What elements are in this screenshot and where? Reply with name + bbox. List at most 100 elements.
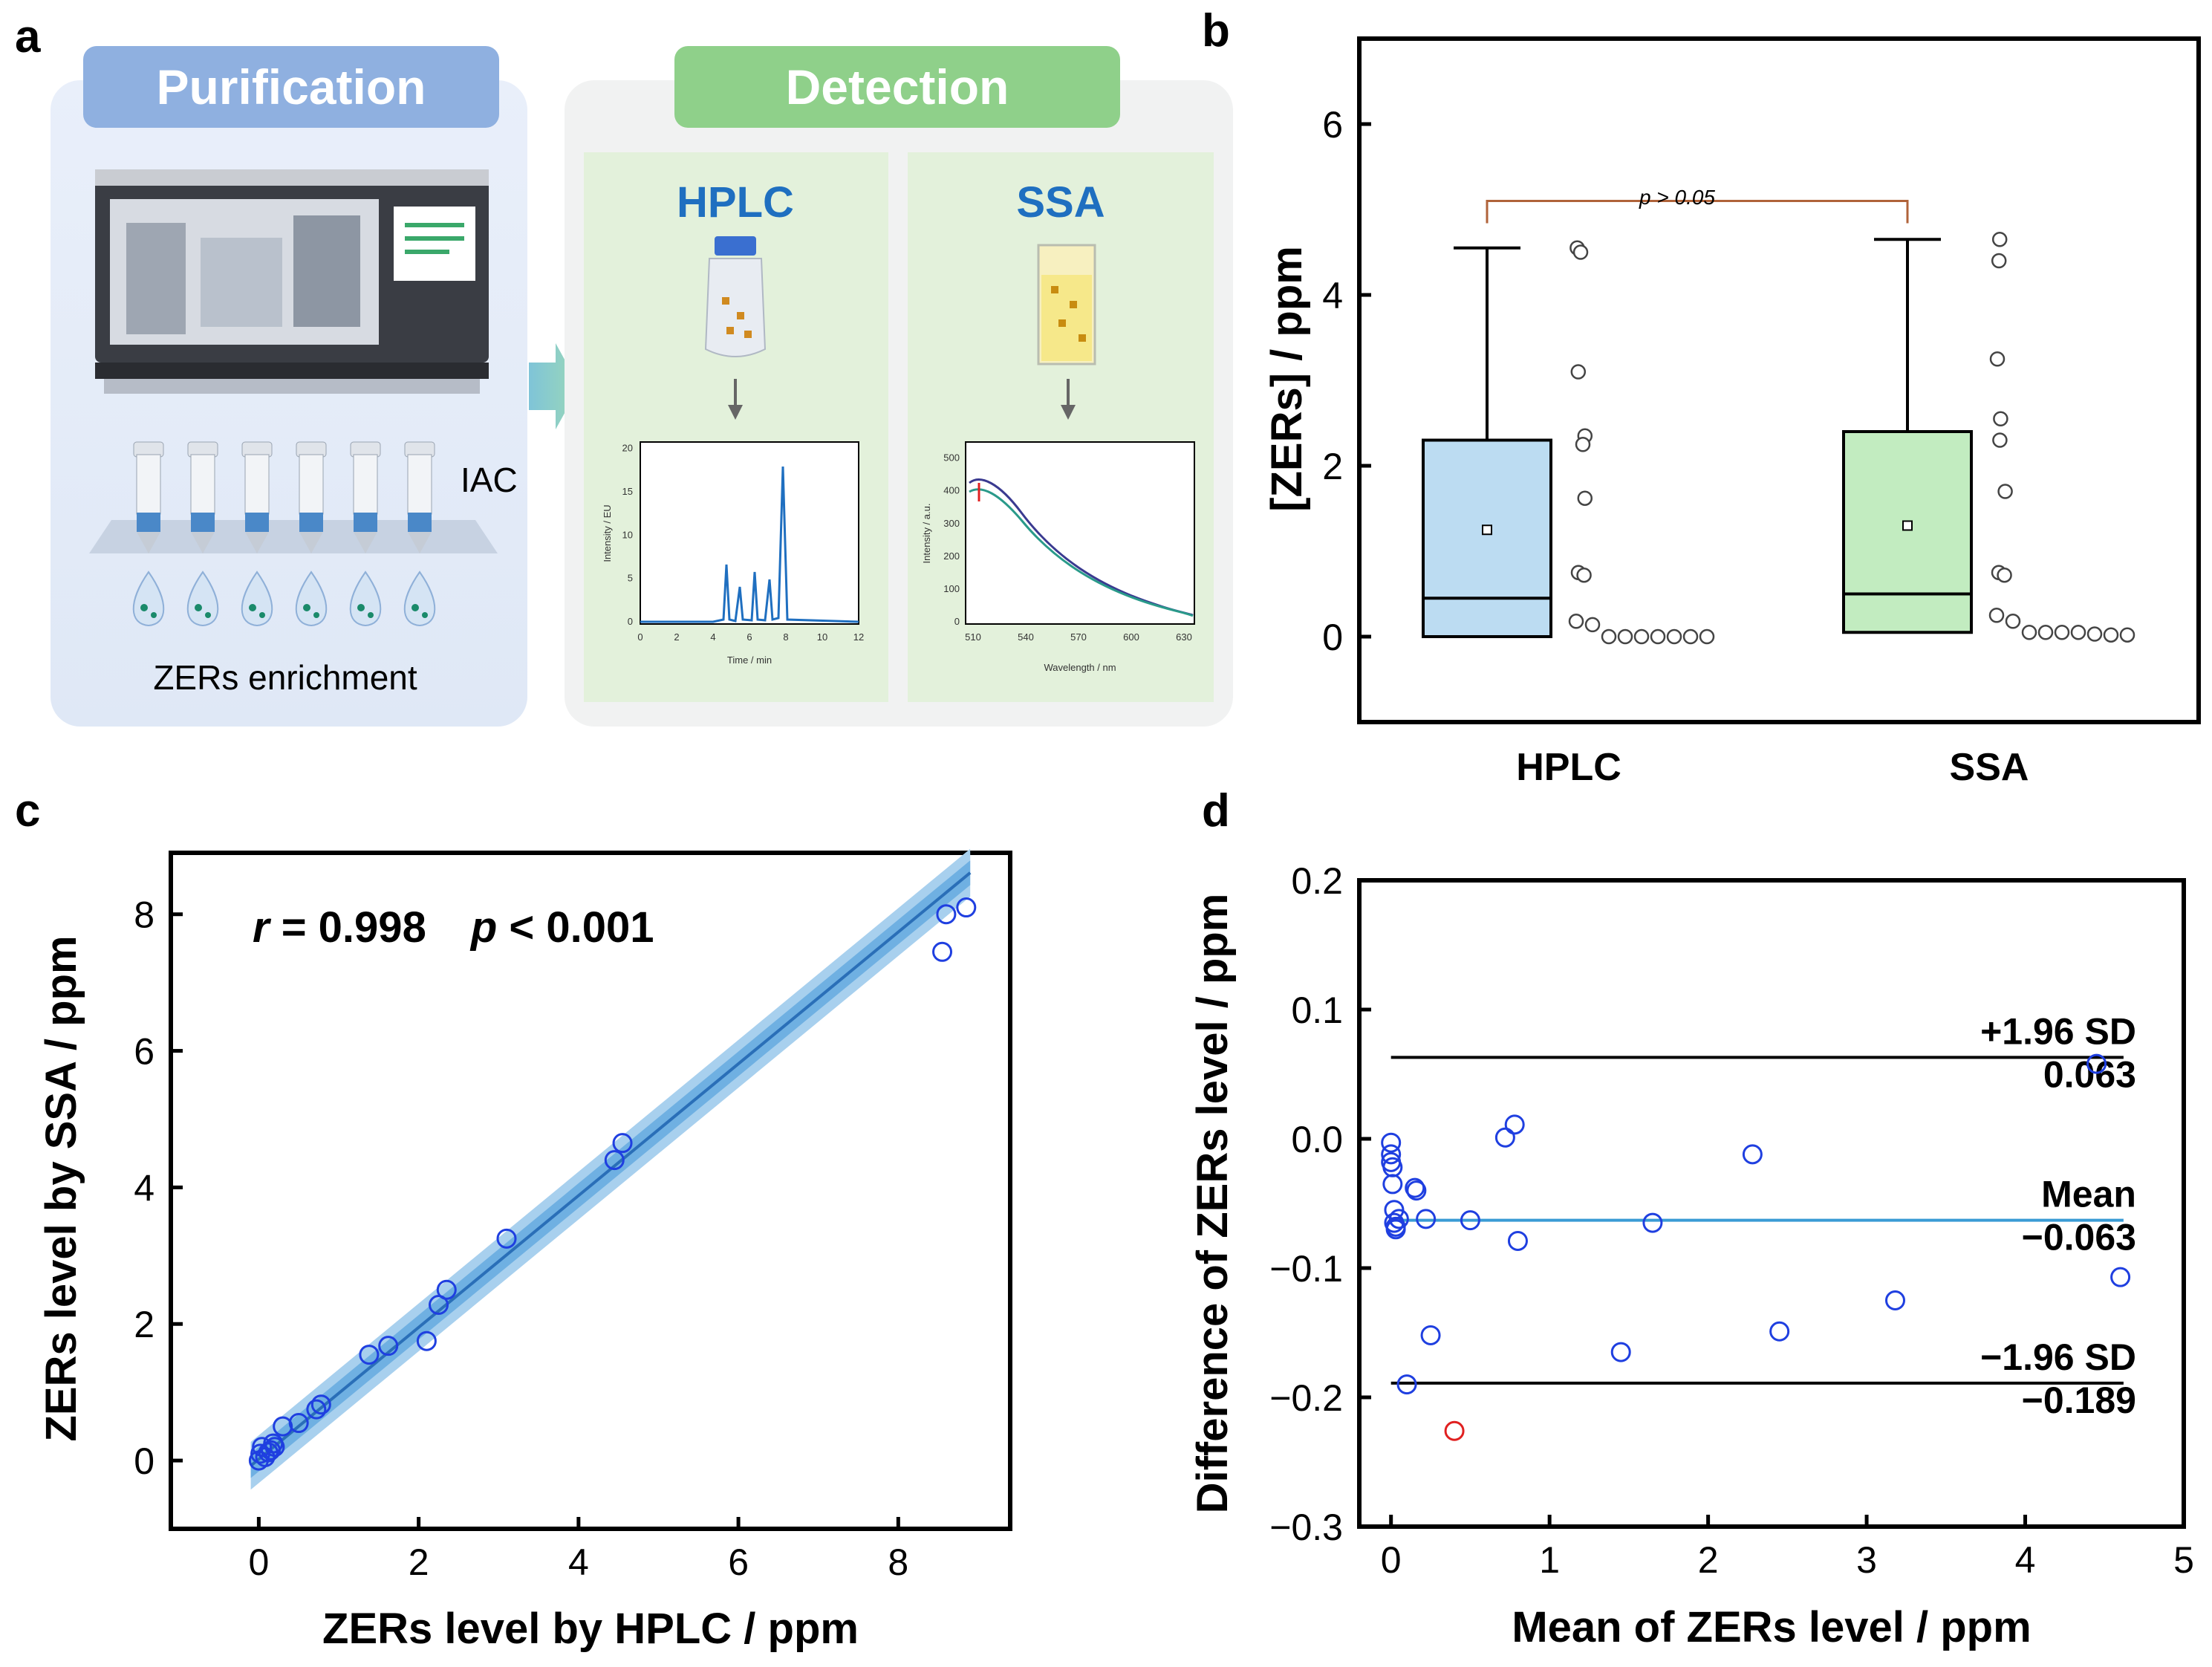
ssa-inset-ytick: 100	[943, 583, 960, 594]
ssa-inset-ylabel: Intensity / a.u.	[921, 504, 932, 564]
ssa-inset-xtick: 510	[965, 631, 981, 643]
hplc-trace	[640, 466, 859, 623]
boxplot-point	[1991, 232, 2008, 247]
bland-altman-point	[1642, 1212, 1663, 1233]
boxplot-point	[1633, 628, 1650, 645]
bland-altman-xtick-label: 2	[1698, 1539, 1719, 1581]
correlation-point	[956, 897, 977, 918]
bland-altman-point	[1385, 1219, 1406, 1240]
significance-label: p > 0.05	[1639, 186, 1715, 209]
boxplot-point	[1997, 567, 2012, 583]
iac-column-tip	[299, 532, 323, 553]
droplet-dot	[368, 612, 374, 618]
iac-column-body	[299, 454, 324, 515]
bland-altman-ytick-label: 0.0	[1291, 1119, 1343, 1160]
bland-altman-point	[1406, 1180, 1427, 1201]
iac-column-tip	[191, 532, 215, 553]
droplet-icon	[349, 571, 382, 627]
ssa-inset-ytick: 500	[943, 452, 960, 464]
correlation-xtick-label: 6	[728, 1541, 749, 1583]
boxplot-point	[1572, 244, 1589, 260]
ssa-trace-2	[969, 488, 1194, 617]
iac-column-tip	[408, 532, 432, 553]
hplc-inset-xtick: 2	[674, 631, 679, 643]
reference-line-label: −1.96 SD	[1980, 1336, 2136, 1378]
correlation-xtick-label: 8	[888, 1541, 908, 1583]
boxplot-ytick-label: 0	[1322, 617, 1343, 658]
ssa-inset-frame	[965, 441, 1195, 625]
correlation-point	[932, 941, 953, 962]
hplc-chromatogram: Time / min Intensity / EU 0 2 4 6 8 10 12 0 5 10 1…	[602, 441, 864, 666]
bland-altman-point	[1382, 1174, 1403, 1195]
boxplot-point	[1601, 628, 1617, 645]
correlation-ytick-label: 4	[134, 1167, 154, 1209]
bland-altman-ytick-label: −0.2	[1269, 1377, 1343, 1419]
iac-column-body	[190, 454, 215, 515]
panel-label-c: c	[15, 785, 40, 836]
droplet-dot	[140, 604, 148, 611]
boxplot-point	[1568, 614, 1584, 629]
bland-altman-point	[1396, 1374, 1417, 1395]
bland-altman-point	[1381, 1144, 1402, 1165]
iac-column-resin	[191, 513, 215, 532]
correlation-point	[378, 1336, 399, 1356]
boxplot-point	[1666, 628, 1682, 645]
detection-banner	[674, 46, 1120, 128]
boxplot-point	[1989, 351, 2006, 367]
ssa-inset-xtick: 570	[1070, 631, 1087, 643]
correlation-point	[310, 1394, 331, 1415]
iac-column-tip	[354, 532, 377, 553]
ssa-inset-ytick: 400	[943, 485, 960, 496]
boxplot-point	[1997, 484, 2013, 499]
hplc-inset-ytick: 20	[622, 443, 633, 454]
correlation-point	[288, 1413, 309, 1434]
bland-altman-xtick-label: 3	[1856, 1539, 1877, 1581]
iac-column-body	[136, 454, 161, 515]
boxplot-point	[1699, 628, 1715, 645]
bland-altman-xtick-label: 4	[2015, 1539, 2036, 1581]
box-ssa	[1842, 430, 1973, 634]
iac-columns	[89, 441, 498, 627]
correlation-ytick-label: 8	[134, 894, 154, 936]
bland-altman-ylabel: Difference of ZERs level / ppm	[1188, 894, 1237, 1514]
boxplot-point	[1617, 628, 1633, 645]
boxplot-point	[1575, 437, 1591, 452]
panel-d-bland-altman: d 0 1 2 3 4 5 0.2 0.1 0.0 −0.1 −0.2 −0.3 +1.96 SD0.0…	[1188, 785, 2194, 1651]
bland-altman-point	[1507, 1230, 1528, 1251]
iac-column-resin	[408, 513, 432, 532]
correlation-ylabel: ZERs level by SSA / ppm	[37, 935, 85, 1441]
boxplot-ytick-label: 2	[1322, 446, 1343, 487]
droplet-dot	[259, 612, 265, 618]
droplet-dot	[422, 612, 428, 618]
correlation-ytick-label: 6	[134, 1031, 154, 1073]
ssa-inset-ytick: 0	[954, 616, 960, 627]
bland-altman-point	[1742, 1144, 1763, 1165]
bland-altman-ytick-label: 0.1	[1291, 990, 1343, 1031]
bland-altman-point	[1494, 1127, 1515, 1148]
correlation-point	[264, 1437, 285, 1458]
bland-altman-point	[1388, 1209, 1409, 1229]
boxplot-point	[1991, 253, 2007, 269]
bland-altman-point	[1610, 1342, 1631, 1362]
hplc-inset-xtick: 12	[853, 631, 864, 643]
correlation-frame	[169, 851, 1012, 1531]
correlation-ytick-label: 0	[134, 1440, 154, 1482]
bland-altman-xtick-label: 0	[1381, 1539, 1402, 1581]
hplc-inset-ylabel: Intensity / EU	[602, 504, 613, 562]
panel-c-correlation: c 0 2 4 6 8 0 2 4 6 8 ZERs level by HPLC / ppm ZE…	[15, 785, 1012, 1653]
boxplot-point	[2005, 614, 2021, 629]
down-arrow-icon	[728, 379, 1076, 420]
correlation-point	[359, 1345, 380, 1365]
correlation-point	[496, 1228, 517, 1249]
bland-altman-frame	[1357, 878, 2186, 1529]
correlation-point	[252, 1437, 273, 1458]
hplc-inset-xtick: 8	[783, 631, 788, 643]
panel-label-d: d	[1202, 785, 1230, 836]
droplet-icon	[295, 571, 328, 627]
mean-marker	[1482, 524, 1492, 536]
reference-line-label: +1.96 SD	[1980, 1010, 2136, 1052]
bland-altman-point	[1885, 1290, 1905, 1310]
bland-altman-point	[1769, 1321, 1790, 1342]
droplet-dot	[249, 604, 256, 611]
r-value: = 0.998	[270, 903, 426, 952]
